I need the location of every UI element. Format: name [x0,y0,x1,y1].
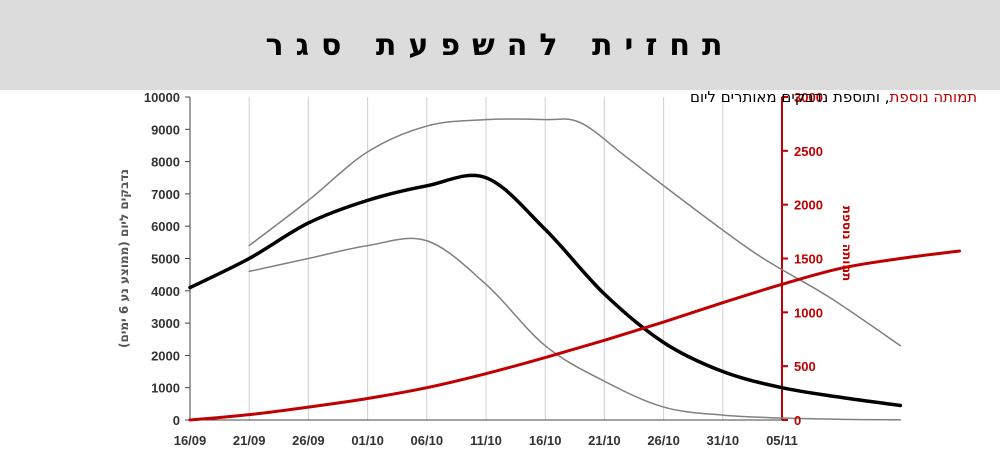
subtitle-red: תמותה נוספת [890,88,978,106]
series-line-band [248,237,902,421]
label-layer: 16/09 21/09 26/09 01/10 06/10 11/10 16/10 21/10… [144,90,823,448]
y-tick-label-left: 7000 [151,187,180,202]
y-tick-label-left: 10000 [144,90,180,105]
chart-subtitle: תמותה נוספת, ותוספת נדבקים מאותרים ליום [690,88,977,106]
y-tick-label-left: 4000 [151,284,180,299]
page-title: תחזית להשפעת סגר [265,27,735,63]
x-tick-label: 16/10 [529,433,562,448]
y-axis-left-title: נדבקים ליום (ממוצע נע 6 ימים) [117,169,131,348]
y-tick-label-left: 1000 [151,381,180,396]
x-tick-label: 05/11 [766,433,798,448]
subtitle-black: , ותוספת נדבקים מאותרים ליום [690,88,890,106]
y-tick-label-left: 0 [173,413,180,428]
title-bar: תחזית להשפעת סגר [0,0,1000,90]
y-tick-label-left: 8000 [151,155,180,170]
y-tick-label-left: 9000 [151,122,180,137]
series-layer [188,118,962,422]
series-line-band [248,118,902,347]
y-axis-right-title: תמותה נוספת [840,206,854,281]
x-tick-label: 11/10 [470,433,502,448]
x-tick-label: 16/09 [174,433,207,448]
y-tick-label-left: 3000 [151,316,180,331]
series-line-main [188,173,903,408]
x-tick-label: 26/10 [647,433,680,448]
y-tick-label-left: 6000 [151,219,180,234]
axis-layer [185,96,788,421]
y-tick-label-right: 1500 [794,252,823,267]
y-tick-label-right: 0 [794,413,801,428]
y-tick-label-right: 2000 [794,198,823,213]
x-tick-label: 01/10 [351,433,384,448]
y-tick-label-right: 2500 [794,144,823,159]
grid-layer [248,97,724,420]
x-tick-label: 21/10 [588,433,621,448]
y-tick-label-left: 5000 [151,252,180,267]
x-tick-label: 31/10 [707,433,740,448]
x-tick-label: 26/09 [292,433,325,448]
y-tick-label-right: 3000 [794,90,823,105]
series-line-deaths [188,249,962,422]
x-tick-label: 06/10 [411,433,444,448]
y-tick-label-left: 2000 [151,348,180,363]
y-tick-label-right: 500 [794,359,816,374]
y-tick-label-right: 1000 [794,305,823,320]
x-tick-label: 21/09 [233,433,266,448]
